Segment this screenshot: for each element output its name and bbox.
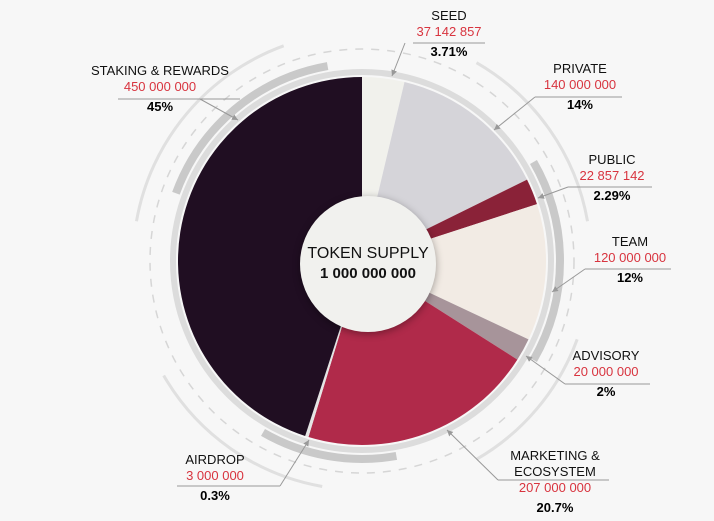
slice-name: PUBLIC [588,152,636,167]
pie-slice-staking-rewards [178,77,362,436]
center-total: 1 000 000 000 [320,265,416,282]
slice-name: STAKING & REWARDS [91,63,229,78]
slice-percent: 14% [566,97,594,112]
slice-percent: 2.29% [593,188,631,203]
leader-arrow [537,186,569,199]
leader-arrow [551,268,586,293]
slice-percent: 45% [146,99,174,114]
slice-percent: 20.7% [536,500,574,515]
leader-arrow [391,42,406,77]
center-title: TOKEN SUPPLY [307,245,429,262]
slice-name: TEAM [611,234,649,249]
slice-amount: 20 000 000 [573,364,639,379]
slice-amount: 207 000 000 [518,480,592,495]
slice-amount: 37 142 857 [416,24,482,39]
leader-arrow [199,98,239,121]
slice-amount: 140 000 000 [543,77,617,92]
slice-name: SEED [431,8,467,23]
leader-arrow [525,355,566,385]
slice-label-public: PUBLIC 22 857 142 2.29% [579,152,644,204]
slice-amount: 450 000 000 [123,79,197,94]
slice-label-staking-rewards: STAKING & REWARDS 450 000 000 45% [91,63,229,115]
slice-amount: 120 000 000 [593,250,667,265]
slice-amount: 3 000 000 [186,468,244,483]
slice-name: AIRDROP [185,452,245,467]
slice-label-airdrop: AIRDROP 3 000 000 0.3% [185,452,244,504]
slice-label-private: PRIVATE 140 000 000 14% [544,61,616,113]
slice-label-team: TEAM 120 000 000 12% [594,234,666,286]
slice-label-advisory: ADVISORY 20 000 000 2% [573,348,640,400]
slice-label-seed: SEED 37 142 857 3.71% [416,8,481,60]
leader-arrow [279,439,310,487]
slice-name: MARKETING & ECOSYSTEM [510,448,600,479]
center-hole [300,196,436,332]
slice-amount: 22 857 142 [579,168,645,183]
pie-slice-team [362,204,546,340]
slice-name: PRIVATE [553,61,607,76]
slice-label-marketing-ecosystem: MARKETING & ECOSYSTEM 207 000 000 20.7% [510,448,600,516]
leader-arrow [446,429,499,481]
leader-arrow [493,96,536,131]
slice-percent: 3.71% [430,44,468,59]
slice-name: ADVISORY [572,348,640,363]
center-label: TOKEN SUPPLY 1 000 000 000 [307,244,428,284]
slice-percent: 12% [616,270,644,285]
slice-percent: 2% [596,384,616,399]
slice-percent: 0.3% [200,488,230,503]
decorative-rings [135,44,589,488]
